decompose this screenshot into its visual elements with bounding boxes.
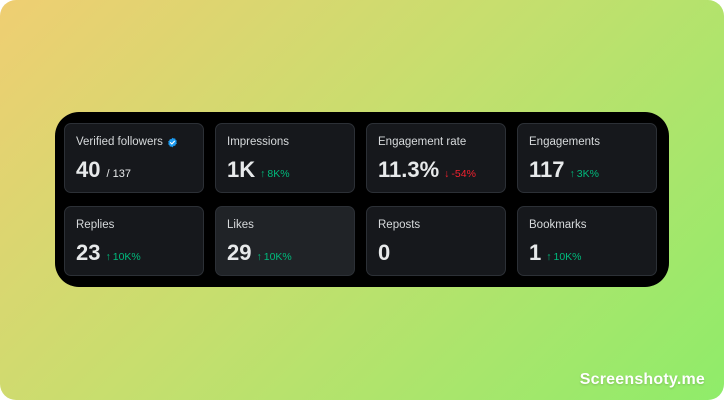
stat-delta-text: 10K% — [112, 251, 141, 263]
stat-label: Engagement rate — [378, 136, 467, 148]
stat-value-row: 1K ↑ 8K% — [227, 158, 343, 182]
stat-total: / 137 — [106, 168, 131, 180]
stat-value: 0 — [378, 240, 391, 265]
stat-value: 23 — [76, 240, 101, 265]
stat-value-row: 1 ↑ 10K% — [529, 241, 645, 265]
stat-value: 1 — [529, 240, 542, 265]
stat-label-row: Engagement rate — [378, 135, 494, 149]
stats-panel: Verified followers 40 / 137 Impressions — [55, 112, 669, 287]
stat-card-engagement-rate[interactable]: Engagement rate 11.3% ↓ -54% — [366, 123, 506, 193]
stat-card-engagements[interactable]: Engagements 117 ↑ 3K% — [517, 123, 657, 193]
stat-card-reposts[interactable]: Reposts 0 — [366, 206, 506, 276]
stat-value-row: 117 ↑ 3K% — [529, 158, 645, 182]
stat-label-row: Reposts — [378, 218, 494, 232]
stat-label: Engagements — [529, 136, 600, 148]
stat-value: 1K — [227, 157, 256, 182]
stat-value: 117 — [529, 157, 565, 182]
stats-grid: Verified followers 40 / 137 Impressions — [64, 123, 657, 276]
stat-card-bookmarks[interactable]: Bookmarks 1 ↑ 10K% — [517, 206, 657, 276]
arrow-up-icon: ↑ — [546, 251, 552, 263]
stat-label: Reposts — [378, 219, 421, 231]
stat-value-row: 11.3% ↓ -54% — [378, 158, 494, 182]
arrow-up-icon: ↑ — [260, 168, 266, 180]
stat-card-impressions[interactable]: Impressions 1K ↑ 8K% — [215, 123, 355, 193]
stat-label: Bookmarks — [529, 219, 587, 231]
stat-label: Verified followers — [76, 136, 163, 148]
stat-delta: ↑ 10K% — [105, 251, 140, 263]
stat-label: Likes — [227, 219, 254, 231]
stat-delta: ↑ 10K% — [256, 251, 291, 263]
stat-label-row: Engagements — [529, 135, 645, 149]
verified-badge-icon — [168, 137, 177, 147]
stat-value: 29 — [227, 240, 252, 265]
arrow-up-icon: ↑ — [569, 168, 575, 180]
stat-value: 40 — [76, 157, 101, 182]
stat-value-row: 0 — [378, 241, 494, 265]
stat-delta: ↑ 8K% — [260, 168, 289, 180]
stat-label-row: Likes — [227, 218, 343, 232]
stat-label-row: Verified followers — [76, 135, 192, 149]
arrow-up-icon: ↑ — [256, 251, 262, 263]
stat-card-likes[interactable]: Likes 29 ↑ 10K% — [215, 206, 355, 276]
stat-value-row: 40 / 137 — [76, 158, 192, 182]
stat-delta: ↑ 3K% — [570, 168, 599, 180]
stat-delta: ↓ -54% — [444, 168, 476, 180]
stat-delta-text: 10K% — [263, 251, 292, 263]
stat-card-replies[interactable]: Replies 23 ↑ 10K% — [64, 206, 204, 276]
stat-delta-text: -54% — [451, 168, 476, 180]
stat-label: Impressions — [227, 136, 289, 148]
stat-label-row: Bookmarks — [529, 218, 645, 232]
stat-delta-text: 8K% — [267, 168, 290, 180]
stat-delta: ↑ 10K% — [546, 251, 581, 263]
stat-value-row: 29 ↑ 10K% — [227, 241, 343, 265]
stat-label-row: Replies — [76, 218, 192, 232]
stat-delta-text: 10K% — [553, 251, 582, 263]
stat-label: Replies — [76, 219, 115, 231]
stat-card-verified-followers[interactable]: Verified followers 40 / 137 — [64, 123, 204, 193]
stat-label-row: Impressions — [227, 135, 343, 149]
watermark: Screenshoty.me — [579, 371, 705, 388]
arrow-up-icon: ↑ — [105, 251, 111, 263]
stat-value-row: 23 ↑ 10K% — [76, 241, 192, 265]
stat-delta-text: 3K% — [576, 168, 599, 180]
stat-value: 11.3% — [378, 157, 440, 182]
arrow-down-icon: ↓ — [444, 168, 450, 180]
